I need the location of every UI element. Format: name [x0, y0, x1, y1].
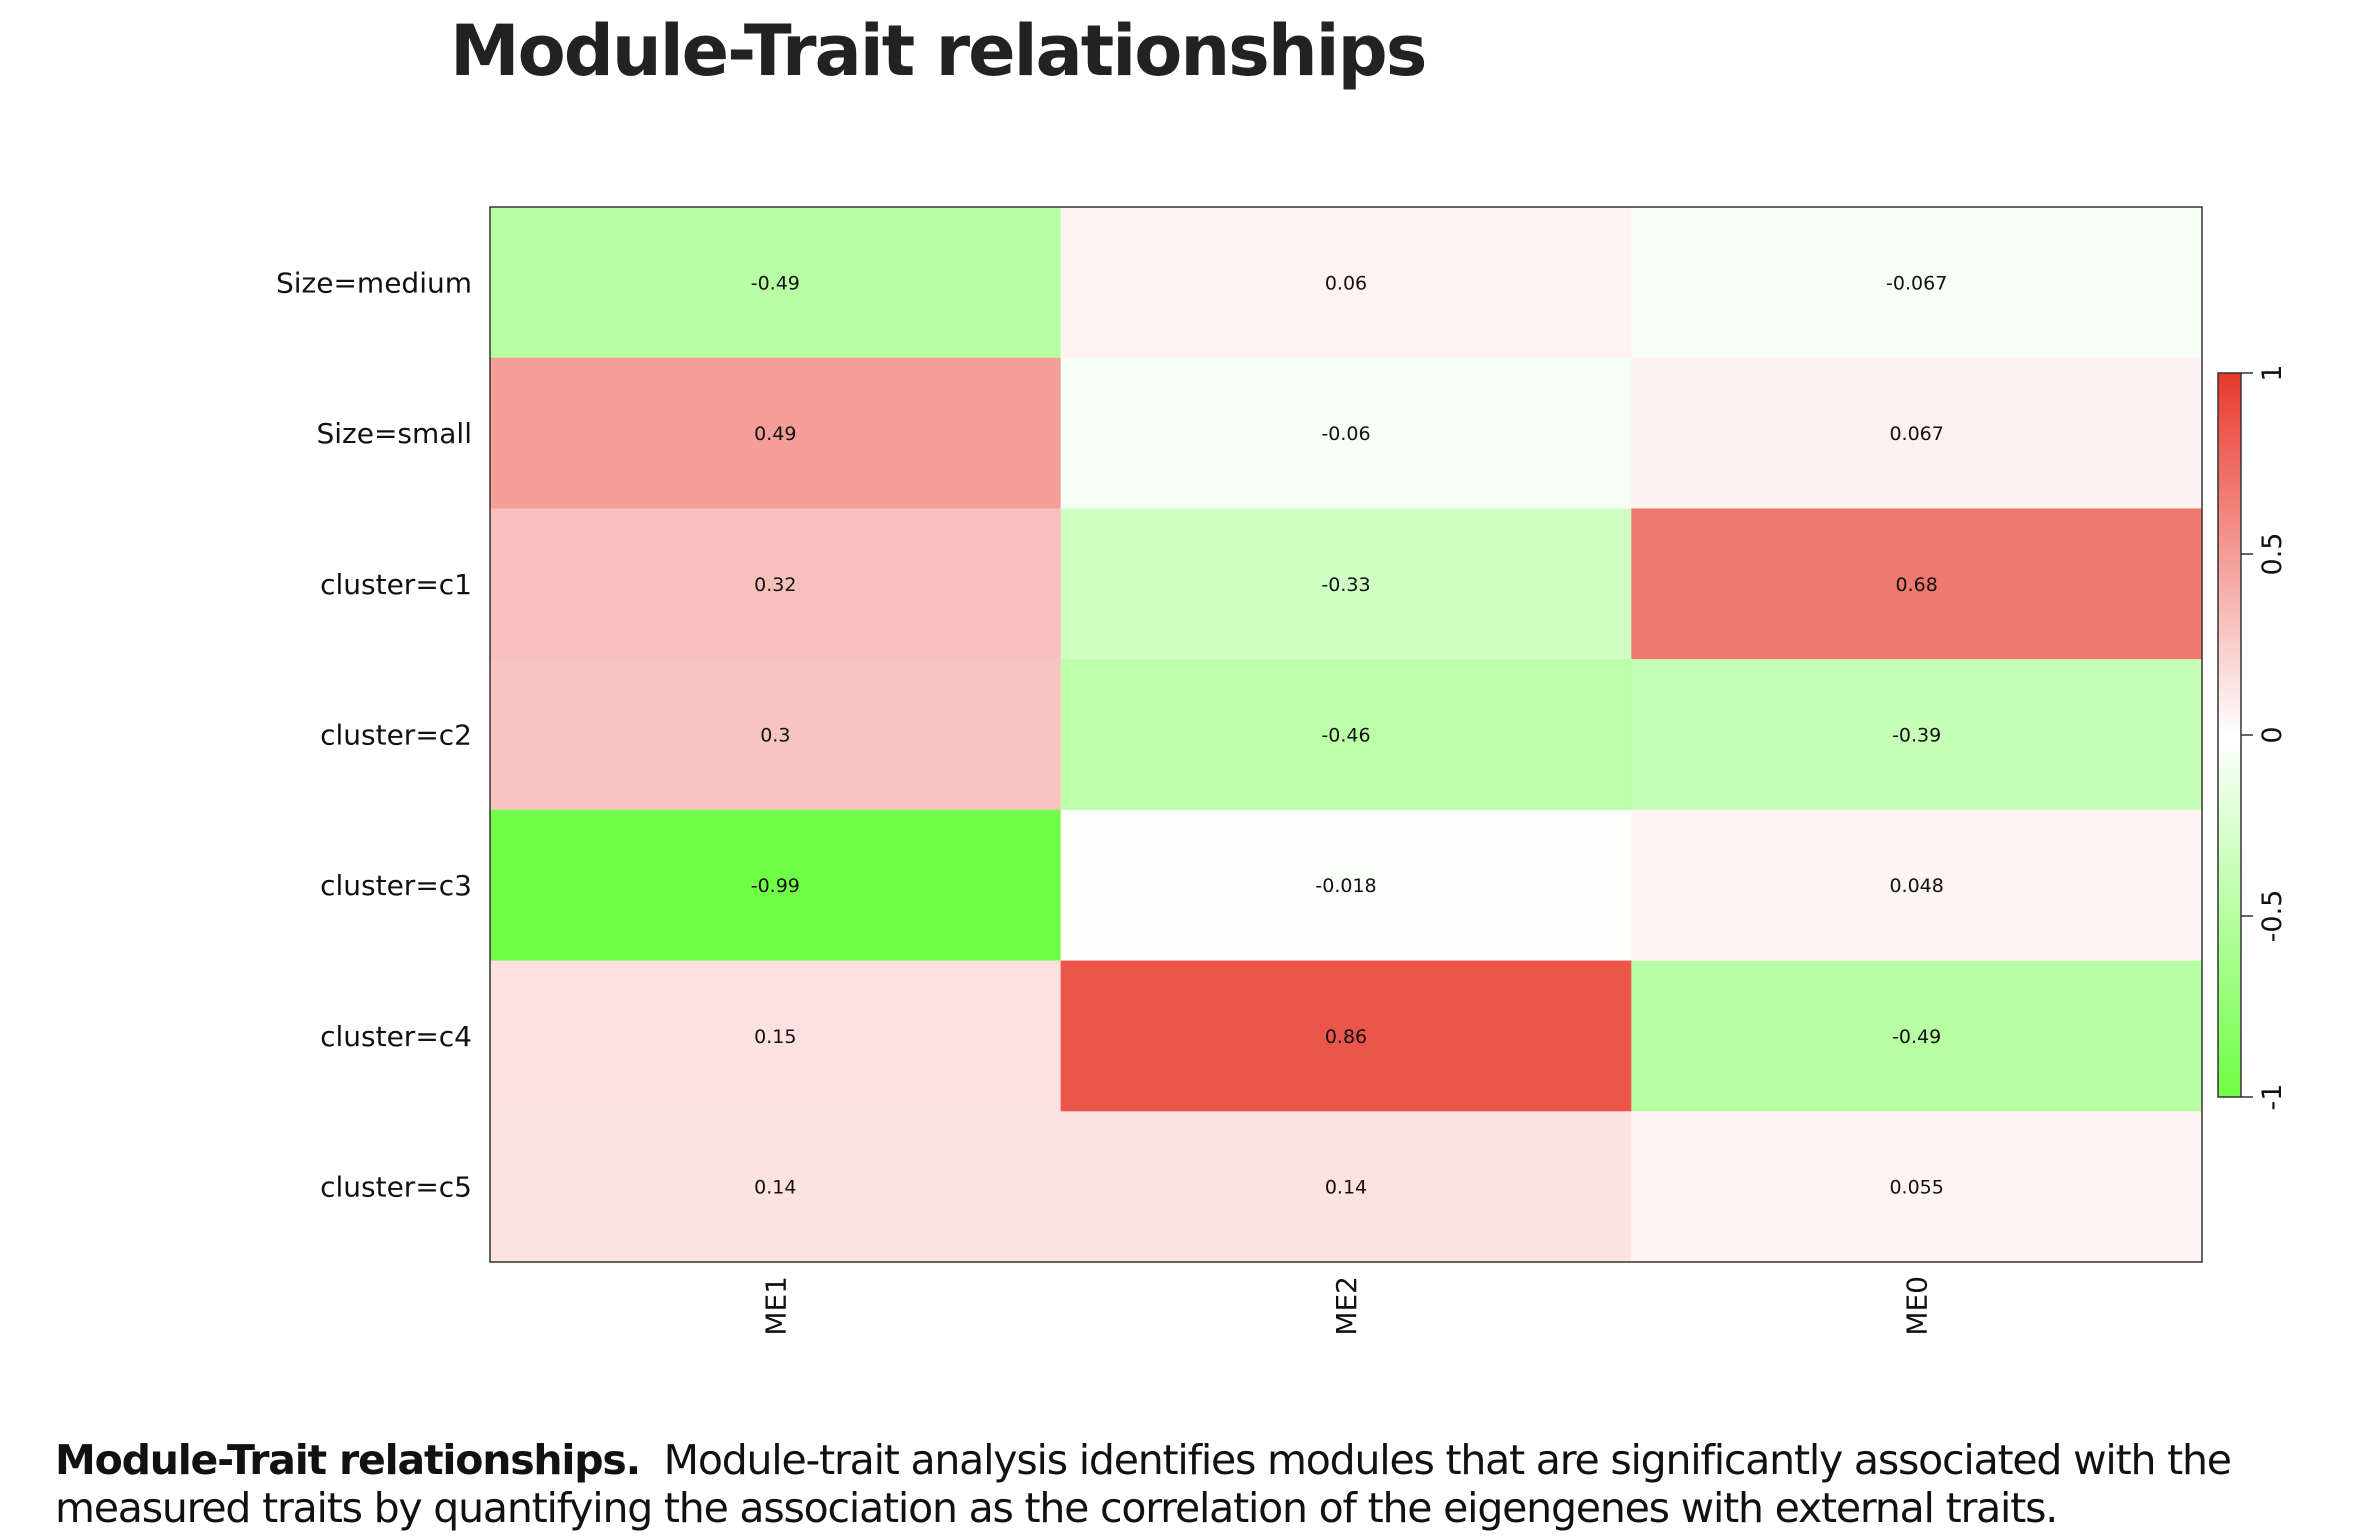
heatmap-cell — [1631, 207, 2203, 359]
cell-value-label: 0.86 — [1325, 1026, 1367, 1048]
cell-value-label: -0.06 — [1321, 423, 1370, 445]
row-label: cluster=c5 — [320, 1171, 472, 1204]
heatmap-cell — [490, 659, 1062, 811]
color-legend: 1 0.5 0 -0.5 -1 — [2217, 364, 2288, 1110]
color-legend-tick-label: 1 — [2257, 364, 2288, 381]
page-title: Module-Trait relationships — [450, 10, 1427, 92]
heatmap-cell — [1631, 659, 2203, 811]
heatmap-cell — [1060, 357, 1632, 510]
cell-value-label: -0.49 — [751, 272, 800, 294]
row-label: cluster=c3 — [320, 869, 472, 902]
heatmap-cell — [490, 357, 1062, 510]
heatmap-cell — [1631, 508, 2203, 660]
heatmap-cell — [1060, 659, 1632, 811]
heatmap-cells — [490, 207, 2203, 1263]
cell-value-label: 0.067 — [1889, 423, 1943, 445]
row-labels: Size=medium Size=small cluster=c1 cluster=c… — [276, 266, 472, 1203]
cell-value-label: -0.39 — [1892, 725, 1941, 747]
row-label: Size=medium — [276, 266, 472, 299]
cell-value-label: 0.055 — [1889, 1177, 1943, 1199]
column-label: ME1 — [759, 1276, 792, 1336]
row-label: cluster=c4 — [320, 1020, 472, 1053]
cell-value-label: -0.99 — [751, 875, 800, 897]
color-legend-tick-label: -0.5 — [2257, 890, 2288, 943]
heatmap-cell-labels: -0.49 0.06 -0.067 0.49 -0.06 0.067 0.32 -0.33 0.… — [751, 272, 1948, 1198]
cell-value-label: -0.33 — [1321, 574, 1370, 596]
heatmap-frame — [489, 206, 2203, 1263]
column-label: ME2 — [1330, 1276, 1363, 1336]
cell-value-label: 0.68 — [1896, 574, 1938, 596]
heatmap-cell — [1060, 1111, 1632, 1263]
color-legend-tick-label: 0.5 — [2257, 533, 2288, 576]
column-labels: ME1 ME2 ME0 — [759, 1276, 1933, 1336]
cell-value-label: 0.49 — [754, 423, 796, 445]
heatmap-cell — [1060, 809, 1632, 962]
heatmap-cell — [490, 1111, 1062, 1263]
heatmap-cell — [490, 207, 1062, 359]
cell-value-label: 0.15 — [754, 1026, 796, 1048]
cell-value-label: -0.46 — [1321, 725, 1370, 747]
cell-value-label: -0.067 — [1886, 272, 1947, 294]
column-label: ME0 — [1901, 1276, 1934, 1336]
cell-value-label: 0.06 — [1325, 272, 1367, 294]
heatmap-cell — [1631, 357, 2203, 510]
cell-value-label: 0.14 — [754, 1177, 796, 1199]
cell-value-label: 0.3 — [760, 725, 790, 747]
heatmap-cell — [1631, 809, 2203, 962]
heatmap-cell — [490, 809, 1062, 962]
color-legend-tick-label: -1 — [2257, 1084, 2288, 1111]
heatmap-cell — [1060, 960, 1632, 1112]
heatmap-cell — [490, 508, 1062, 660]
cell-value-label: 0.32 — [754, 574, 796, 596]
color-legend-tick-label: 0 — [2257, 726, 2288, 743]
cell-value-label: 0.14 — [1325, 1177, 1367, 1199]
row-label: Size=small — [316, 417, 472, 450]
cell-value-label: 0.048 — [1889, 875, 1943, 897]
figure-caption: Module-Trait relationships. Module-trait… — [55, 1436, 2345, 1532]
cell-value-label: -0.49 — [1892, 1026, 1941, 1048]
cell-value-label: -0.018 — [1315, 875, 1376, 897]
caption-text: Module-trait analysis identifies modules… — [55, 1436, 2232, 1532]
color-legend-ticks: 1 0.5 0 -0.5 -1 — [2241, 364, 2288, 1110]
row-label: cluster=c2 — [320, 719, 472, 752]
heatmap-cell — [1060, 508, 1632, 660]
caption-lead: Module-Trait relationships. — [55, 1436, 641, 1484]
heatmap-cell — [1631, 960, 2203, 1112]
heatmap-cell — [1631, 1111, 2203, 1263]
row-label: cluster=c1 — [320, 568, 472, 601]
color-legend-bar — [2217, 372, 2242, 1098]
heatmap-chart: -0.49 0.06 -0.067 0.49 -0.06 0.067 0.32 -0.33 0.… — [276, 206, 2288, 1336]
heatmap-cell — [1060, 207, 1632, 359]
heatmap-cell — [490, 960, 1062, 1112]
